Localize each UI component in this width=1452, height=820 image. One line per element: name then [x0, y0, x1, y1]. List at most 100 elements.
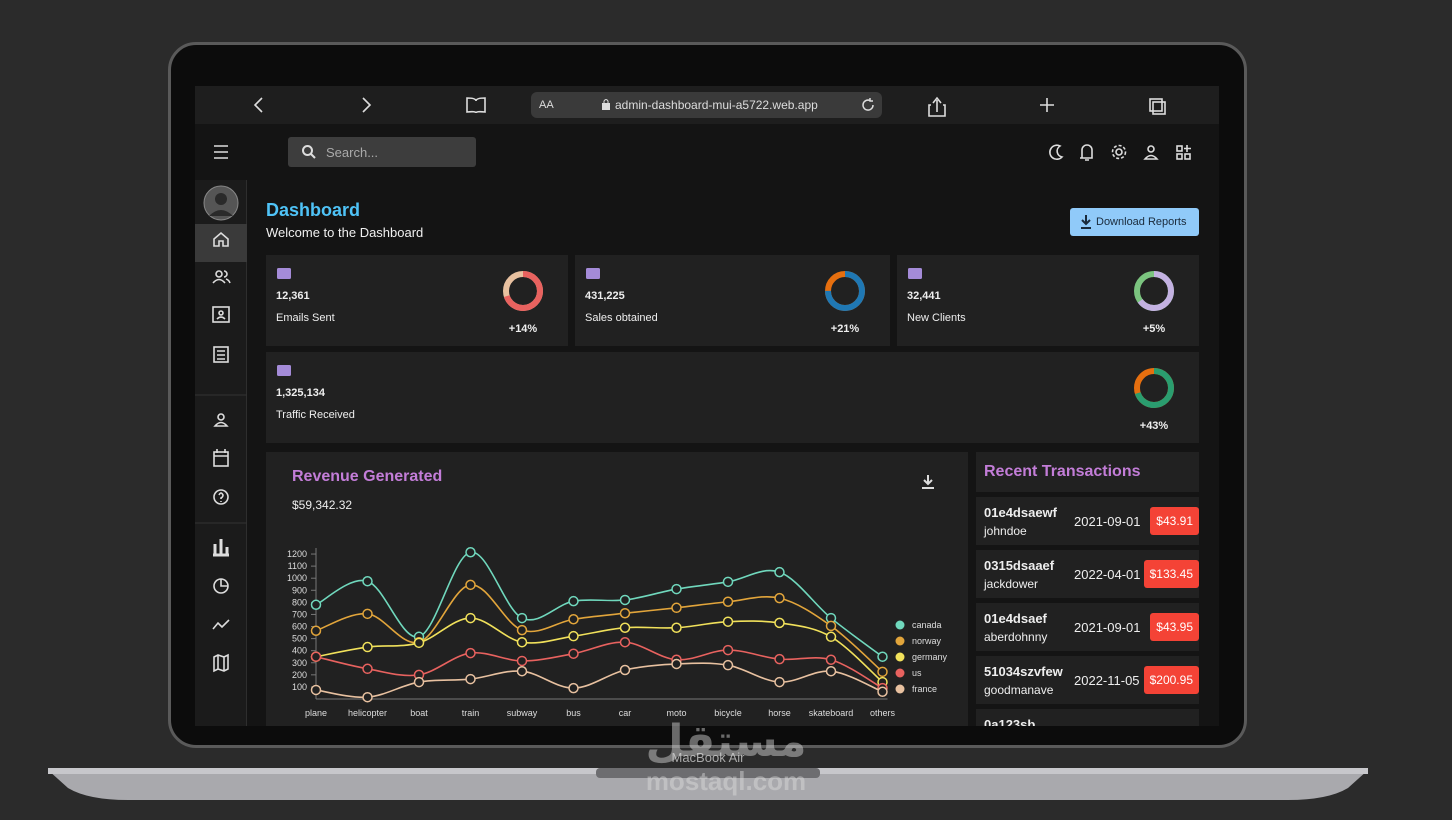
- data-point: [722, 659, 734, 671]
- stat-donut: [825, 271, 865, 311]
- data-point: [465, 579, 476, 591]
- watermark: مستقل mostaql.com: [0, 716, 1452, 797]
- browser-bar: AA admin-dashboard-mui-a5722.web.app: [195, 86, 1219, 124]
- data-point: [362, 691, 373, 703]
- data-point: [877, 666, 888, 678]
- stat-card: 32,441 New Clients +5%: [897, 255, 1199, 346]
- data-point: [722, 644, 734, 656]
- transaction-user: johndoe: [984, 524, 1027, 538]
- data-point: [362, 608, 373, 620]
- icon-shape: [586, 268, 600, 279]
- data-point: [671, 602, 682, 614]
- y-tick-label: 700: [292, 609, 307, 619]
- x-tick-label: bicycle: [714, 708, 742, 718]
- data-point: [671, 622, 682, 633]
- text-size-button[interactable]: AA: [539, 99, 554, 111]
- y-tick-label: 500: [292, 634, 307, 644]
- revenue-download-icon[interactable]: [921, 474, 935, 490]
- download-reports-button[interactable]: Download Reports: [1070, 208, 1199, 236]
- transaction-id: 51034szvfew: [984, 664, 1063, 679]
- stat-donut: [1134, 271, 1174, 311]
- watermark-arabic: مستقل: [645, 716, 807, 767]
- transaction-row: 0a123sb: [976, 709, 1199, 726]
- data-point: [877, 651, 888, 662]
- revenue-title: Revenue Generated: [292, 468, 443, 485]
- stat-icon: [277, 268, 291, 279]
- donut-progress: [503, 271, 543, 311]
- transaction-cost: $43.91: [1150, 507, 1199, 535]
- stat-value: 32,441: [907, 290, 941, 302]
- y-tick-label: 100: [292, 682, 307, 692]
- data-point: [310, 684, 322, 696]
- data-point: [465, 546, 476, 558]
- stat-card: 431,225 Sales obtained +21%: [575, 255, 890, 346]
- transaction-cost: $43.95: [1150, 613, 1199, 641]
- page-subtitle: Welcome to the Dashboard: [266, 225, 424, 240]
- legend-label: germany: [912, 652, 948, 662]
- icon-shape: [277, 268, 291, 279]
- y-tick-label: 1000: [287, 573, 307, 583]
- search-icon: [302, 145, 316, 159]
- legend-label: us: [912, 668, 922, 678]
- data-point: [310, 625, 322, 636]
- data-point: [825, 620, 837, 632]
- data-point: [310, 599, 322, 611]
- search-placeholder: Search...: [326, 145, 379, 160]
- transaction-user: aberdohnny: [984, 630, 1048, 644]
- data-point: [516, 612, 528, 624]
- data-point: [568, 595, 579, 607]
- stat-icon: [586, 268, 600, 279]
- page-title: Dashboard: [266, 200, 361, 220]
- transactions-header: Recent Transactions: [976, 452, 1199, 492]
- transaction-id: 01e4dsaef: [984, 611, 1047, 626]
- transaction-row: 0315dsaaef jackdower 2022-04-01 $133.45: [976, 550, 1199, 598]
- data-point: [619, 622, 631, 633]
- data-point: [619, 594, 631, 606]
- stat-label: New Clients: [907, 312, 966, 324]
- legend-swatch: [895, 636, 905, 646]
- sidebar-icons: [195, 185, 247, 673]
- data-point: [774, 617, 785, 629]
- x-tick-label: plane: [305, 708, 327, 718]
- reload-icon[interactable]: [861, 98, 875, 112]
- data-point: [774, 676, 785, 688]
- laptop-base: MacBook Air: [48, 750, 1368, 800]
- y-tick-label: 300: [292, 658, 307, 668]
- data-point: [516, 624, 528, 636]
- x-tick-label: others: [870, 708, 896, 718]
- data-point: [568, 682, 579, 694]
- data-point: [774, 592, 785, 604]
- legend-label: norway: [912, 636, 942, 646]
- y-tick-label: 900: [292, 585, 307, 595]
- data-point: [516, 636, 528, 648]
- app-bar-icons: [214, 144, 1191, 161]
- legend-swatch: [895, 620, 905, 630]
- browser-icons: [253, 96, 1166, 117]
- search-box[interactable]: Search...: [288, 137, 476, 167]
- x-tick-label: skateboard: [809, 708, 854, 718]
- legend-swatch: [895, 652, 905, 662]
- address-bar[interactable]: AA admin-dashboard-mui-a5722.web.app: [531, 92, 882, 118]
- sidebar: [195, 180, 247, 726]
- data-point: [619, 607, 631, 619]
- x-tick-label: bus: [566, 708, 581, 718]
- stat-increase: +5%: [1142, 323, 1166, 335]
- data-point: [722, 576, 734, 588]
- y-tick-label: 400: [292, 646, 307, 656]
- data-point: [825, 654, 837, 665]
- data-point: [516, 665, 528, 677]
- transactions-title: Recent Transactions: [984, 463, 1141, 480]
- data-point: [774, 566, 785, 578]
- watermark-latin: mostaql.com: [645, 766, 807, 796]
- series-line: [315, 662, 883, 699]
- device-label: MacBook Air: [672, 750, 746, 765]
- transaction-row: 51034szvfew goodmanave 2022-11-05 $200.95: [976, 656, 1199, 704]
- donut-progress: [1134, 368, 1174, 408]
- data-point: [413, 676, 425, 688]
- data-point: [568, 614, 579, 625]
- stat-increase: +43%: [1139, 420, 1169, 432]
- transaction-date: 2022-04-01: [1074, 567, 1141, 582]
- y-tick-label: 200: [292, 670, 307, 680]
- transaction-user: jackdower: [984, 577, 1039, 591]
